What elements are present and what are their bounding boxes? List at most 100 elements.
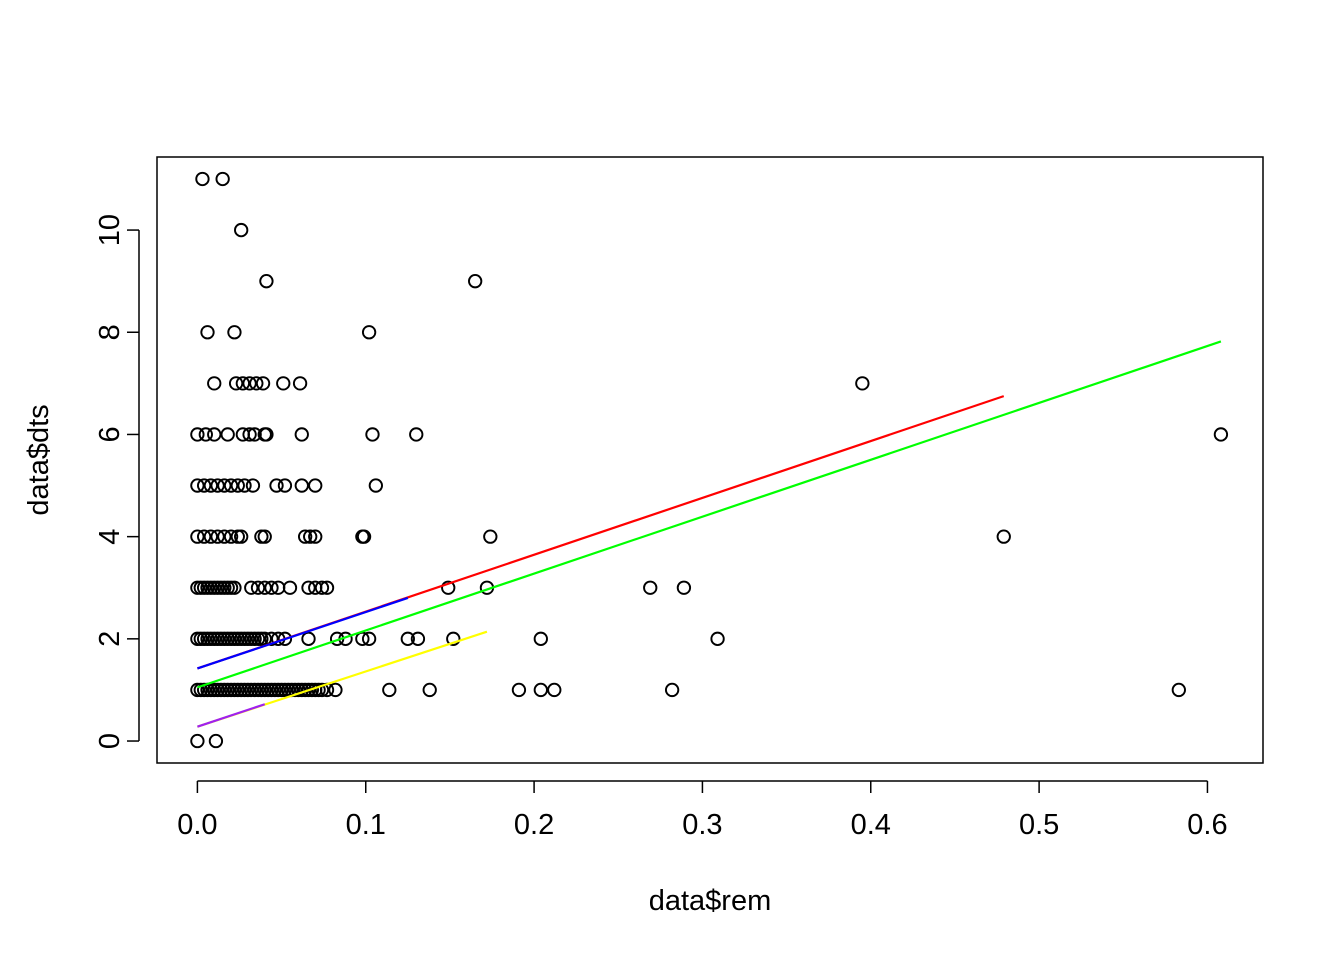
data-point bbox=[196, 529, 212, 544]
data-point bbox=[547, 682, 562, 698]
fit-line bbox=[197, 703, 266, 728]
data-point bbox=[368, 478, 383, 493]
data-point bbox=[257, 529, 272, 544]
y-axis: 0 2 4 6 8 10 bbox=[94, 214, 140, 749]
fit-line bbox=[197, 596, 409, 670]
data-point bbox=[264, 631, 279, 646]
y-tick-label: 4 bbox=[94, 529, 126, 545]
data-point bbox=[276, 376, 291, 391]
data-point bbox=[215, 171, 230, 187]
data-point bbox=[235, 376, 251, 391]
data-point bbox=[328, 682, 343, 698]
data-point bbox=[319, 580, 335, 595]
data-point bbox=[208, 733, 224, 749]
data-point bbox=[257, 580, 272, 595]
data-point bbox=[294, 427, 309, 442]
regression-lines bbox=[197, 340, 1222, 728]
y-tick-label: 6 bbox=[94, 426, 126, 442]
data-point bbox=[855, 376, 870, 391]
y-tick-label: 2 bbox=[94, 631, 126, 647]
data-point bbox=[250, 580, 266, 595]
data-point bbox=[676, 580, 692, 595]
data-point bbox=[441, 580, 456, 595]
data-point bbox=[422, 682, 437, 698]
data-point bbox=[200, 325, 215, 340]
data-point bbox=[361, 631, 377, 646]
x-tick-label: 0.4 bbox=[851, 809, 891, 841]
data-point bbox=[1171, 682, 1186, 698]
y-axis-title: data$dts bbox=[23, 404, 55, 515]
data-point bbox=[210, 529, 225, 544]
data-point bbox=[190, 529, 205, 544]
plot-frame bbox=[156, 156, 1264, 764]
data-point bbox=[468, 274, 483, 289]
data-point bbox=[533, 682, 548, 698]
data-point bbox=[196, 478, 212, 493]
y-tick-label: 10 bbox=[94, 214, 126, 246]
data-point bbox=[203, 529, 219, 544]
data-point bbox=[269, 478, 284, 493]
data-point bbox=[227, 580, 242, 595]
data-point bbox=[664, 682, 680, 698]
data-point bbox=[400, 631, 415, 646]
y-tick-label: 8 bbox=[94, 324, 126, 340]
data-point bbox=[259, 274, 274, 289]
data-point bbox=[242, 376, 257, 391]
data-point bbox=[365, 427, 380, 442]
x-tick-label: 0.3 bbox=[682, 809, 722, 841]
data-point bbox=[223, 478, 239, 493]
data-point bbox=[207, 427, 222, 442]
x-tick-label: 0.5 bbox=[1019, 809, 1059, 841]
data-point bbox=[195, 171, 210, 187]
x-axis: 0.0 0.1 0.2 0.3 0.4 0.5 0.6 bbox=[177, 780, 1228, 841]
data-point bbox=[314, 580, 330, 595]
data-point bbox=[190, 733, 205, 749]
data-point bbox=[996, 529, 1011, 544]
data-point bbox=[190, 427, 205, 442]
data-point bbox=[361, 325, 377, 340]
data-point bbox=[356, 529, 372, 544]
x-tick-label: 0.6 bbox=[1187, 809, 1227, 841]
data-point bbox=[483, 529, 498, 544]
y-tick-label: 0 bbox=[94, 733, 126, 749]
data-point bbox=[277, 478, 293, 493]
data-point bbox=[301, 580, 316, 595]
data-point bbox=[264, 580, 279, 595]
fit-line bbox=[197, 340, 1222, 689]
data-point bbox=[1213, 427, 1229, 442]
data-point bbox=[223, 529, 239, 544]
data-point bbox=[245, 478, 261, 493]
x-tick-label: 0.1 bbox=[346, 809, 386, 841]
data-point bbox=[277, 631, 293, 646]
data-point bbox=[446, 631, 461, 646]
data-point bbox=[198, 427, 213, 442]
data-point bbox=[308, 478, 323, 493]
data-point bbox=[228, 376, 244, 391]
data-point bbox=[301, 631, 316, 646]
data-point bbox=[282, 580, 298, 595]
data-point bbox=[203, 478, 219, 493]
data-point bbox=[249, 376, 264, 391]
data-point bbox=[220, 427, 235, 442]
data-point bbox=[410, 631, 426, 646]
data-point bbox=[314, 682, 330, 698]
data-point bbox=[259, 427, 274, 442]
data-point bbox=[292, 376, 308, 391]
data-point bbox=[234, 222, 249, 238]
data-point bbox=[303, 529, 318, 544]
data-point bbox=[210, 478, 225, 493]
scatter-points bbox=[190, 171, 1229, 749]
data-point bbox=[297, 529, 313, 544]
data-point bbox=[255, 376, 271, 391]
data-point bbox=[227, 325, 242, 340]
x-axis-title: data$rem bbox=[649, 885, 772, 917]
data-point bbox=[217, 529, 232, 544]
data-point bbox=[217, 478, 232, 493]
data-point bbox=[308, 529, 323, 544]
x-tick-label: 0.2 bbox=[514, 809, 554, 841]
data-point bbox=[207, 376, 222, 391]
data-point bbox=[409, 427, 424, 442]
data-point bbox=[382, 682, 397, 698]
data-point bbox=[643, 580, 658, 595]
